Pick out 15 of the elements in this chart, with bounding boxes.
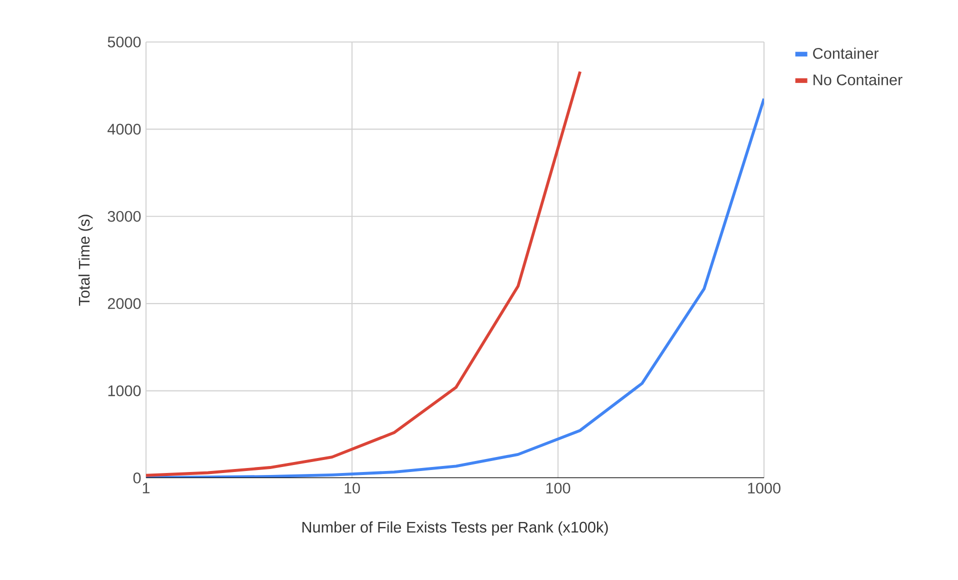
legend-label: Container — [813, 48, 879, 59]
x-tick-label: 10 — [344, 482, 360, 494]
y-tick-label: 5000 — [108, 36, 141, 48]
x-axis-title: Number of File Exists Tests per Rank (x100k) — [302, 521, 608, 536]
x-tick-label: 1000 — [748, 482, 780, 494]
legend-label: No Container — [814, 74, 902, 86]
y-tick-label: 0 — [133, 472, 141, 484]
y-tick-label: 3000 — [108, 210, 141, 222]
y-tick-label: 1000 — [108, 385, 141, 396]
line-series — [146, 70, 582, 477]
x-tick-label: 1 — [142, 482, 150, 494]
y-tick-label: 2000 — [108, 298, 141, 310]
x-tick-label: 100 — [546, 482, 570, 494]
y-axis-title: Total Time (s) — [78, 214, 93, 306]
y-tick-label: 4000 — [108, 124, 141, 135]
